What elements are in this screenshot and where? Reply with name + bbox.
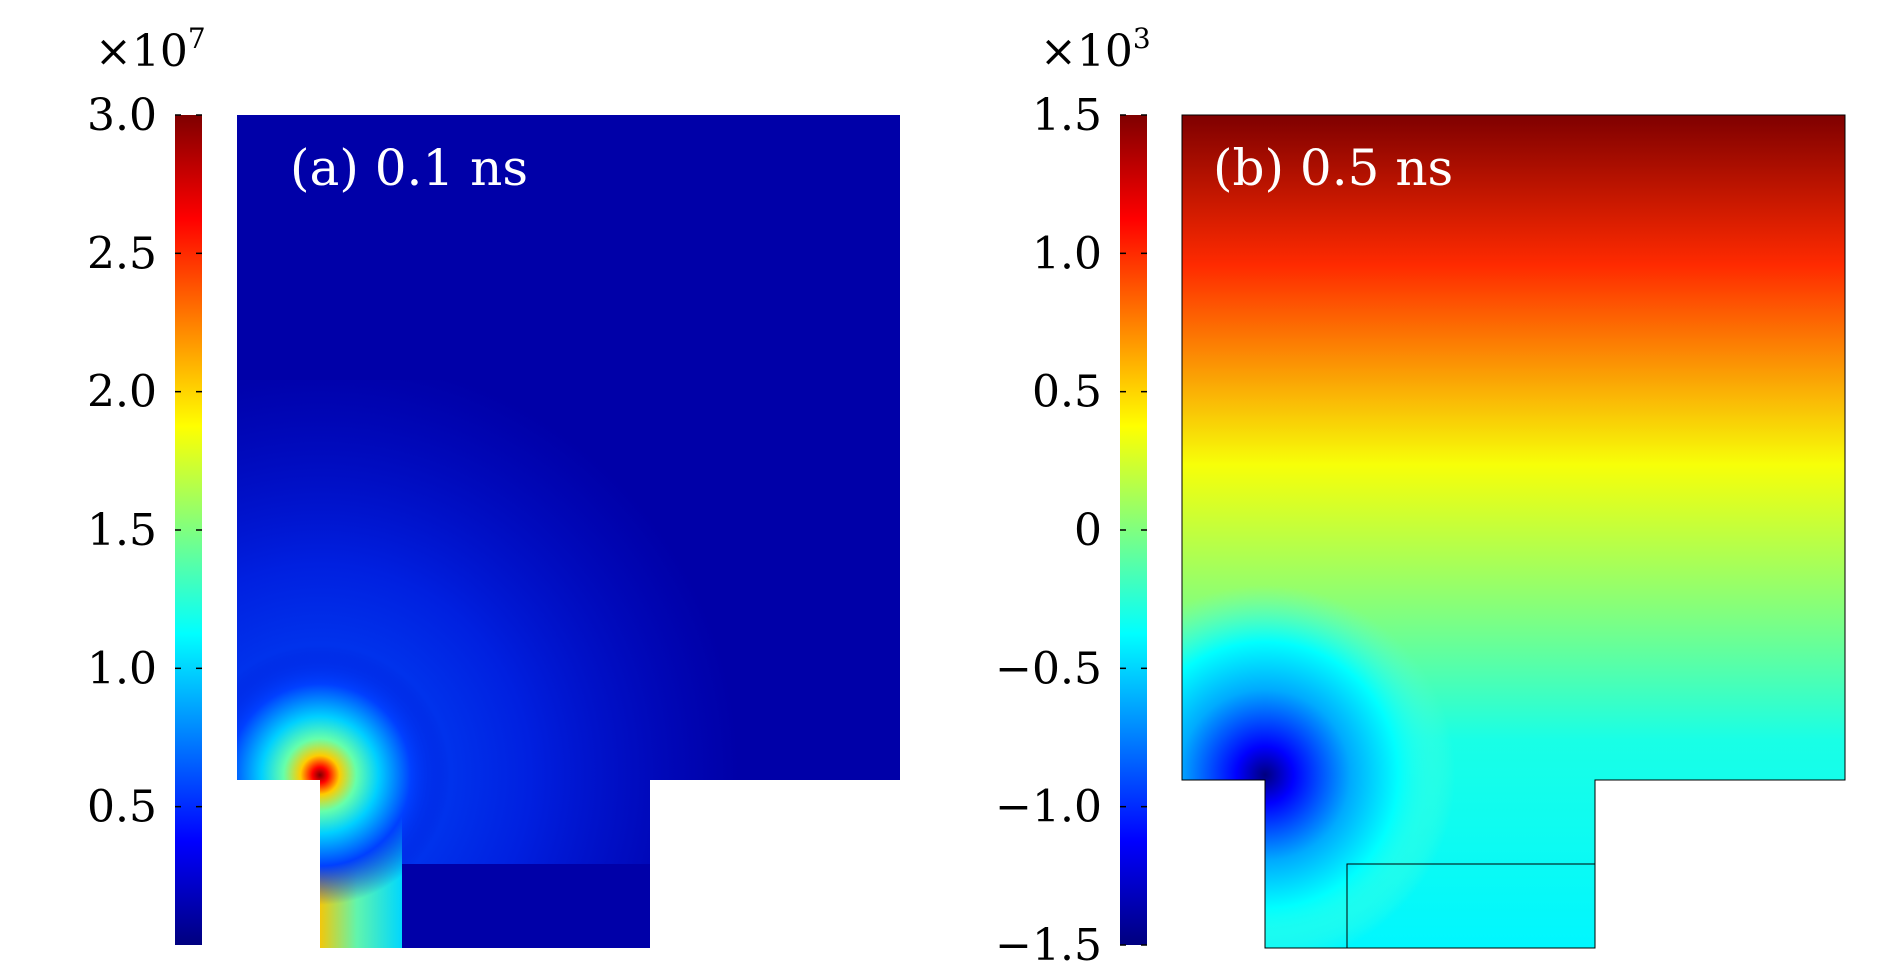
panel-b: −1.5 −1.0 −0.5 0 0.5 1.0 1.5 ×103 (b) 0.5 ns: [945, 0, 1890, 969]
colorbar-b-multiplier: ×103: [1040, 22, 1151, 77]
colorbar-b-ticks: −1.5 −1.0 −0.5 0 0.5 1.0 1.5: [995, 90, 1147, 969]
colorbar-tick-label: −1.5: [995, 920, 1102, 969]
panel-a: 0.5 1.0 1.5 2.0 2.5 3.0 ×107 (a) 0.1 ns: [87, 22, 900, 948]
colorbar-tick-label: −0.5: [995, 643, 1102, 694]
colorbar-a-ticks: 0.5 1.0 1.5 2.0 2.5 3.0: [87, 90, 202, 833]
colorbar-tick-label: 2.0: [87, 367, 157, 418]
panel-a-annotation: (a) 0.1 ns: [290, 139, 528, 197]
colorbar-tick-label: 0.5: [87, 782, 157, 833]
colorbar-tick-label: 1.5: [87, 505, 157, 556]
inner-block-outline: [1346, 863, 1596, 949]
colorbar-tick-label: −1.0: [995, 782, 1102, 833]
colorbar-tick-label: 1.0: [1032, 228, 1102, 279]
colorbar-tick-label: 3.0: [87, 90, 157, 141]
colorbar-tick-label: 0: [1074, 505, 1102, 556]
panel-b-annotation: (b) 0.5 ns: [1213, 139, 1453, 197]
field-plot-a: [237, 115, 900, 948]
colorbar-a-multiplier: ×107: [95, 22, 206, 77]
field-cold-region: [1182, 580, 1582, 948]
chart-b-svg: −1.5 −1.0 −0.5 0 0.5 1.0 1.5 ×103 (b) 0.5 ns: [995, 22, 1846, 969]
field-plot-b: [1181, 114, 1846, 949]
colorbar-tick-label: 1.5: [1032, 90, 1102, 141]
chart-a-svg: 0.5 1.0 1.5 2.0 2.5 3.0 ×107 (a) 0.1 ns: [87, 22, 900, 948]
colorbar-tick-label: 1.0: [87, 643, 157, 694]
field-inner-block: [402, 864, 650, 948]
colorbar-tick-label: 2.5: [87, 228, 157, 279]
colorbar-tick-label: 0.5: [1032, 367, 1102, 418]
